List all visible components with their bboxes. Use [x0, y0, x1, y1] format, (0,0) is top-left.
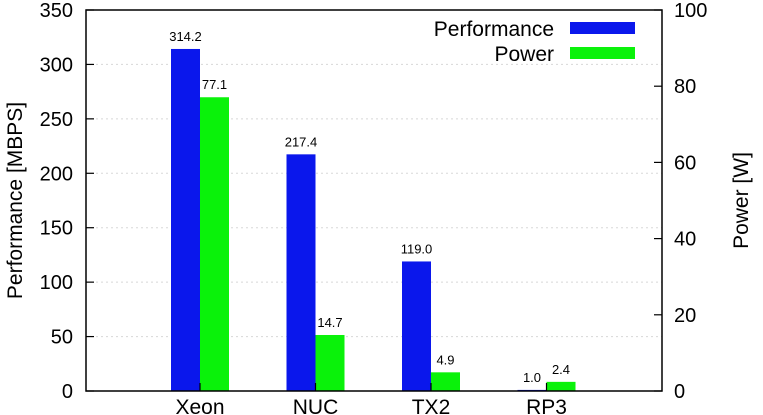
legend-label-performance: Performance: [434, 18, 554, 41]
left-tick-label: 350: [40, 0, 73, 22]
performance-bar-xeon: [171, 48, 200, 391]
right-tick-label: 40: [674, 229, 696, 251]
legend-swatch-power: [570, 47, 635, 59]
x-axis-ticks: Xeon NUC TX2 RP3: [175, 383, 567, 415]
performance-bar-nuc: [286, 154, 316, 391]
power-value-label: 77.1: [202, 77, 227, 92]
right-tick-label: 100: [674, 0, 707, 22]
left-tick-label: 200: [40, 163, 73, 185]
left-tick-label: 50: [51, 327, 73, 349]
right-tick-label: 0: [674, 381, 685, 403]
power-value-label: 14.7: [317, 315, 342, 330]
left-y-axis-ticks: 0 50 100 150 200 250 300 350: [40, 0, 94, 403]
right-tick-label: 20: [674, 305, 696, 327]
right-tick-label: 60: [674, 152, 696, 174]
left-tick-label: 150: [40, 218, 73, 240]
performance-bar-tx2: [402, 261, 431, 391]
left-tick-label: 0: [62, 381, 73, 403]
x-tick-label-xeon: Xeon: [175, 396, 224, 415]
power-value-label: 4.9: [436, 352, 454, 367]
power-bar-tx2: [431, 372, 460, 391]
right-y-axis-ticks: 0 20 40 60 80 100: [654, 0, 707, 403]
left-tick-label: 250: [40, 109, 73, 131]
power-bar-rp3: [546, 381, 576, 391]
x-tick-label-nuc: NUC: [293, 396, 339, 415]
left-tick-label: 300: [40, 54, 73, 76]
performance-value-label: 217.4: [285, 134, 318, 149]
bars-group: [171, 48, 576, 392]
legend-swatch-performance: [570, 22, 635, 34]
power-bar-xeon: [200, 97, 229, 392]
left-tick-label: 100: [40, 272, 73, 294]
y-axis-title-right: Power [W]: [730, 152, 753, 249]
x-tick-label-rp3: RP3: [526, 396, 567, 415]
right-tick-label: 80: [674, 76, 696, 98]
y-axis-title-left: Performance [MBPS]: [4, 102, 27, 299]
plot-frame: [85, 9, 663, 392]
x-tick-label-tx2: TX2: [412, 396, 451, 415]
performance-value-label: 1.0: [523, 370, 541, 385]
performance-value-label: 119.0: [401, 241, 433, 256]
value-labels: 314.2 77.1 217.4 14.7 119.0 4.9 1.0 2.4: [169, 29, 570, 385]
power-value-label: 2.4: [552, 362, 570, 377]
performance-value-label: 314.2: [169, 29, 202, 44]
power-bar-nuc: [315, 334, 345, 391]
legend-label-power: Power: [494, 43, 554, 66]
